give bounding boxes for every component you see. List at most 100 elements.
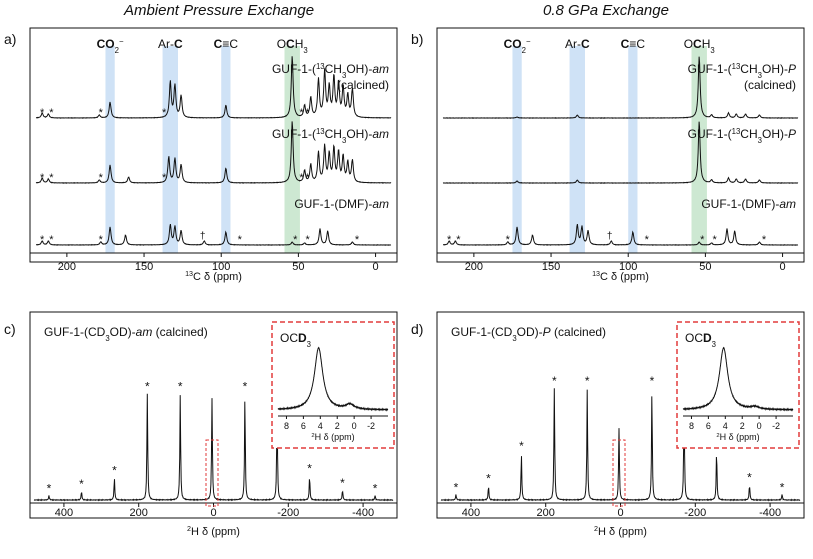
sideband-star: * [747,470,752,484]
sideband-star: * [355,234,360,246]
series-label-part: am [372,197,389,211]
sideband-star: * [307,461,312,475]
spectrum-trace [443,223,799,246]
panel-title: GUF-1-(CD3OD)-P (calcined) [451,325,606,343]
band-cc [221,46,231,253]
series-label-part: am [372,127,389,141]
band-label-arc-part: C [174,37,183,51]
inset-x-tick-label: 0 [352,421,357,431]
sideband-star: * [713,234,718,246]
sideband-star: * [145,380,150,394]
inset-label: OCD3 [280,331,311,349]
series-label-part: 13 [316,127,325,136]
series-label-part: OH)- [346,127,372,141]
series-label: GUF-1-(13CH3OH)-am [272,127,389,145]
x-axis-label: 2H δ (ppm) [187,525,240,538]
panel-title: GUF-1-(CD3OD)-am (calcined) [44,325,208,343]
panel-frame [436,311,805,519]
series-label-part: am [779,197,796,211]
inset-frame [271,321,395,449]
panel-title-part: GUF-1-(CD [44,325,106,339]
x-tick-label: 200 [130,507,148,519]
x-axis-label-part: 13 [592,270,600,278]
series-label-part: 3 [758,136,762,145]
sideband-star: * [700,234,705,246]
sideband-star: * [650,374,655,388]
band-label-co2-part: − [526,37,531,46]
x-tick-label: 100 [212,261,230,273]
dagger-marker: † [200,231,206,242]
x-axis-label-part: 13 [185,270,193,278]
panel-letter: d) [411,321,423,337]
series-label: GUF-1-(DMF)-am [701,197,796,211]
series-label-part: P [788,62,796,76]
x-tick-label: -400 [352,507,374,519]
sideband-star: * [40,107,45,119]
series-label: GUF-1-(13CH3OH)-am [272,62,389,80]
inset-x-tick-label: 6 [706,421,711,431]
sideband-star: * [99,107,104,119]
x-axis-label-part: 2 [594,525,598,533]
series-label: GUF-1-(13CH3OH)-P [688,127,796,145]
x-tick-label: 50 [699,261,711,273]
band-label-co2-part: CO [504,37,522,51]
band-label-och3-part: H [702,37,711,51]
sideband-star: * [585,374,590,388]
series-label-sub: (calcined) [337,78,389,92]
x-axis-label-part: C δ (ppm) [193,271,242,283]
series-label-sub: (calcined) [744,78,796,92]
band-label-och3-part: C [693,37,702,51]
panel-frame [29,27,398,263]
sideband-star: * [47,482,52,496]
series-label-part: CH [325,62,342,76]
band-label-och3-part: C [286,37,295,51]
series-label-part: GUF-1-(DMF)- [294,197,372,211]
sideband-star: * [762,234,767,246]
band-label-ccc-part: ≡C [222,37,238,51]
inset-label-part: OC [280,331,298,345]
series-label-part: CH [740,62,757,76]
sideband-star: * [486,471,491,485]
band-label-och3: OCH3 [684,37,715,55]
series-label-part: am [372,62,389,76]
panel-title-part: 3 [105,334,109,343]
inset-frame [676,321,800,449]
panel-d: d) GUF-1-(CD3OD)-P (calcined)400 200 0 -200-… [411,311,805,538]
panel-letter: a) [4,31,16,47]
series-label-part: GUF-1-( [272,62,316,76]
series-label-part: OH)- [346,62,372,76]
inset-label-part: D [703,331,712,345]
sideband-star: * [178,380,183,394]
inset-trace [277,346,389,412]
x-tick-label: 200 [537,507,555,519]
band-label-arc: Ar-C [565,37,590,51]
series-label-part: OH)- [762,127,788,141]
band-label-ccc-part: ≡C [629,37,645,51]
sideband-star: * [40,234,45,246]
inset-label-part: D [298,331,307,345]
spectrum-trace [35,56,392,119]
sideband-star: * [306,107,311,119]
x-tick-label: 0 [373,261,379,273]
x-tick-label: -200 [684,507,706,519]
panel-letter: c) [4,321,16,337]
sideband-star: * [99,234,104,246]
band-co2 [512,46,522,253]
series-label-part: GUF-1-( [688,62,732,76]
centerband-box [205,439,219,507]
band-co2 [105,46,115,253]
panel-c: c) GUF-1-(CD3OD)-am (calcined)400 200 0 -200… [4,311,398,538]
sideband-star: * [243,380,248,394]
sideband-star: * [552,374,557,388]
inset-x-tick-label: 4 [723,421,728,431]
sideband-star: * [299,172,304,184]
inset-x-axis-label: 2H δ (ppm) [716,432,759,442]
series-label-part: GUF-1-( [272,127,316,141]
panel-title-part: OD)- [517,325,543,339]
spectrum-trace [440,387,801,502]
series-label-part: 13 [732,127,741,136]
series-label-part: OH)- [762,62,788,76]
